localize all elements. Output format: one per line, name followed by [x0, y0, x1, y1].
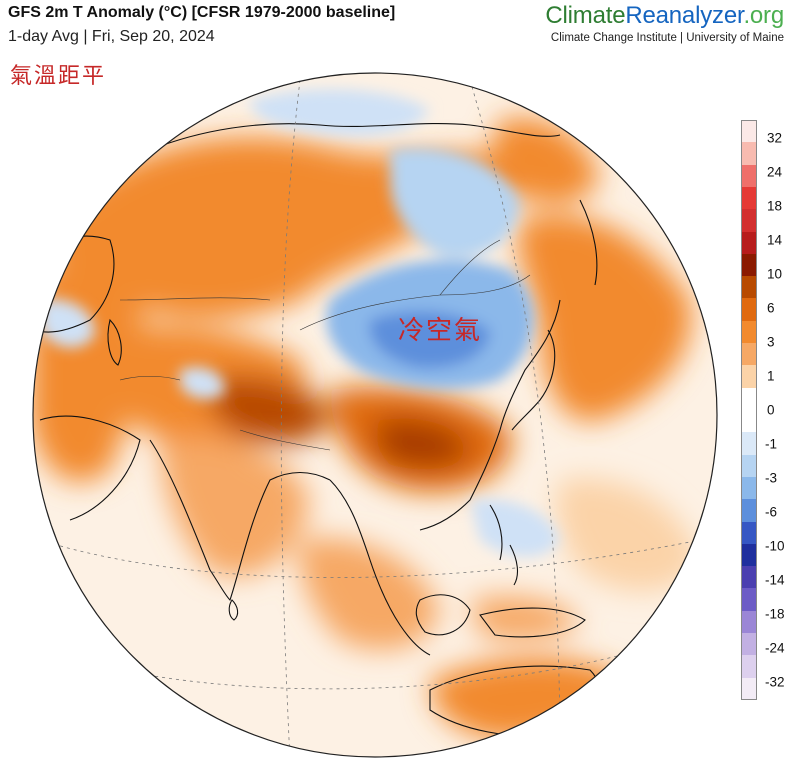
coast-arctic — [149, 123, 561, 151]
cool-region-kashmir — [180, 367, 225, 400]
border-iran — [119, 375, 181, 381]
colorbar-segment — [741, 588, 757, 612]
coast-india — [149, 439, 331, 602]
colorbar-segment — [741, 655, 757, 679]
coast-philippines — [489, 504, 519, 586]
annotation-cold-air: 冷空氣 — [398, 316, 483, 346]
coast-asia-east — [419, 299, 561, 531]
brand-block[interactable]: ClimateReanalyzer.org Climate Change Ins… — [545, 2, 784, 44]
colorbar-tick-label: -3 — [765, 470, 778, 486]
colorbar-segment — [741, 543, 757, 567]
colorbar-segment — [741, 276, 757, 299]
colorbar-tick-label: 6 — [767, 300, 775, 316]
colorbar-tick-label: 18 — [767, 198, 783, 214]
colorbar-legend: 32 24 18 14 10 6 3 1 0 -1 -3 -6 -10 -14 -18 -24 -32 — [741, 120, 797, 701]
colorbar-segment — [741, 410, 757, 433]
warm-region-india — [160, 437, 310, 577]
colorbar-tick-label: 32 — [767, 130, 783, 146]
colorbar-segment — [741, 142, 757, 166]
colorbar-segment — [741, 677, 757, 701]
colorbar-segment — [741, 610, 757, 634]
colorbar-segment — [741, 231, 757, 255]
coast-arabia — [39, 415, 141, 521]
colorbar-tick-label: 3 — [767, 334, 775, 350]
colorbar-tick-label: 10 — [767, 266, 783, 282]
colorbar-tick-label: -10 — [765, 538, 785, 554]
brand-tagline: Climate Change Institute | University of… — [550, 32, 784, 44]
colorbar-tick-label: -1 — [765, 436, 778, 452]
colorbar-tick-label: -24 — [765, 640, 785, 656]
colorbar-tick-label: -18 — [765, 606, 785, 622]
coast-borneo — [415, 594, 471, 636]
colorbar-tick-label: -6 — [765, 504, 778, 520]
colorbar-segment — [741, 298, 757, 322]
border-kazakh — [119, 297, 271, 301]
colorbar-segment — [741, 253, 757, 277]
country-borders — [119, 239, 531, 451]
colorbar-tick-label: 24 — [767, 164, 783, 180]
colorbar-segment — [741, 320, 757, 344]
colorbar-segment — [741, 209, 757, 233]
cold-blobs — [40, 89, 560, 557]
colorbar-tick-label: 14 — [767, 232, 783, 248]
colorbar-segment — [741, 521, 757, 545]
brand-logo[interactable]: ClimateReanalyzer.org — [545, 2, 784, 30]
border-china-mongolia — [299, 274, 531, 331]
cool-region-philippines — [470, 499, 560, 557]
brand-name-climate: Climate — [545, 2, 626, 29]
cold-region-siberia — [390, 147, 520, 258]
colorbar-tick-label: 1 — [767, 368, 775, 384]
colorbar-segment — [741, 454, 757, 478]
annotation-warm-anomaly: 氣溫距平 — [10, 64, 107, 89]
colorbar-segment — [741, 164, 757, 188]
coast-kamchatka — [579, 199, 598, 286]
colorbar-segment — [741, 499, 757, 523]
colorbar-frame — [741, 120, 757, 700]
warm-region-japan-pacific — [517, 214, 692, 422]
warm-region-newguinea — [470, 596, 580, 640]
hot-region-tibet — [209, 376, 330, 444]
map-subtitle: 1-day Avg | Fri, Sep 20, 2024 — [8, 28, 215, 45]
warm-region-se-asia — [299, 538, 440, 650]
cool-region-europe — [40, 299, 95, 348]
warm-region-australia — [430, 657, 630, 740]
colorbar-tick-label: 0 — [767, 402, 775, 418]
map-title: GFS 2m T Anomaly (°C) [CFSR 1979-2000 ba… — [8, 4, 396, 21]
coast-caspian — [107, 318, 122, 366]
colorbar-segment — [741, 186, 757, 210]
hot-core-china — [375, 418, 470, 468]
colorbar-segment — [741, 432, 757, 456]
coast-newguinea — [479, 607, 586, 638]
border-china-russia — [439, 239, 501, 296]
warm-region-westpacific — [556, 478, 700, 592]
coast-japan — [511, 329, 556, 431]
globe-outline — [32, 72, 718, 758]
cold-core-mongolia — [369, 311, 490, 369]
meridian-1 — [280, 79, 301, 757]
warm-region-eastsiberia — [493, 118, 600, 204]
brand-name-reanalyzer: Reanalyzer — [625, 2, 744, 29]
colorbar-segment — [741, 476, 757, 500]
brand-name-org: .org — [743, 2, 784, 29]
meridian-2 — [469, 79, 561, 757]
colorbar-tick-label: -32 — [765, 674, 785, 690]
colorbar-segment — [741, 633, 757, 656]
colorbar-segment — [741, 365, 757, 389]
coast-sea — [329, 479, 431, 656]
border-china-india — [239, 429, 331, 451]
colorbar-segment — [741, 120, 757, 143]
coast-srilanka — [228, 599, 239, 621]
anomaly-field — [33, 73, 717, 757]
colorbar-segment — [741, 387, 757, 411]
colorbar-segment — [741, 566, 757, 589]
colorbar-segment — [741, 343, 757, 366]
colorbar-tick-label: -14 — [765, 572, 785, 588]
